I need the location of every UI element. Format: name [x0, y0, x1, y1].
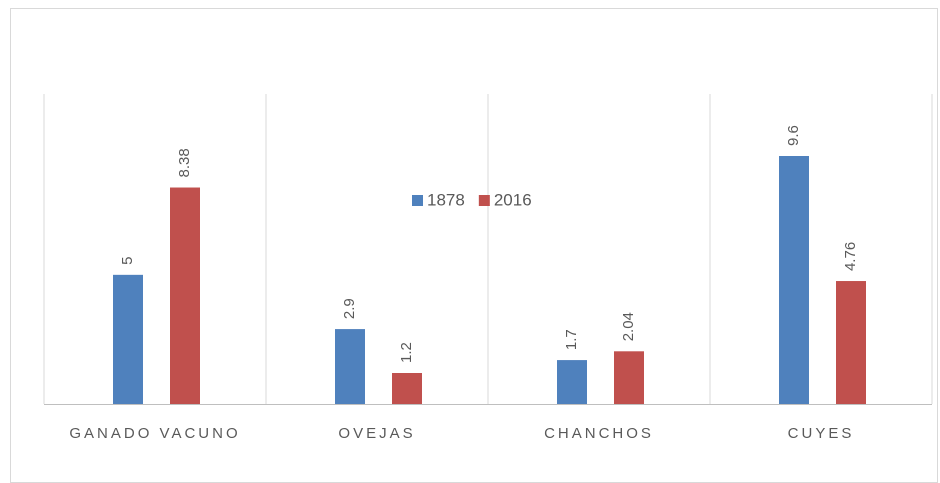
legend-label: 2016 [494, 190, 532, 209]
data-label: 2.9 [341, 298, 358, 319]
data-label: 2.04 [620, 312, 637, 341]
bar [779, 156, 809, 404]
x-tick-label: CHANCHOS [544, 425, 654, 442]
data-label: 4.76 [842, 242, 859, 271]
data-label: 9.6 [785, 125, 802, 146]
legend-swatch [412, 195, 423, 206]
bar [557, 360, 587, 404]
bar [836, 281, 866, 404]
data-label: 8.38 [176, 148, 193, 177]
x-tick-label: OVEJAS [338, 425, 415, 442]
legend-label: 1878 [427, 190, 465, 209]
data-label: 1.7 [563, 329, 580, 350]
bar [170, 187, 200, 404]
bar [392, 373, 422, 404]
data-label: 1.2 [398, 342, 415, 363]
legend-swatch [478, 195, 490, 206]
bar [614, 351, 644, 404]
x-tick-label: GANADO VACUNO [69, 425, 240, 442]
data-label: 5 [119, 256, 136, 264]
bar [335, 329, 365, 404]
x-tick-label: CUYES [788, 425, 855, 442]
bar [113, 274, 143, 404]
